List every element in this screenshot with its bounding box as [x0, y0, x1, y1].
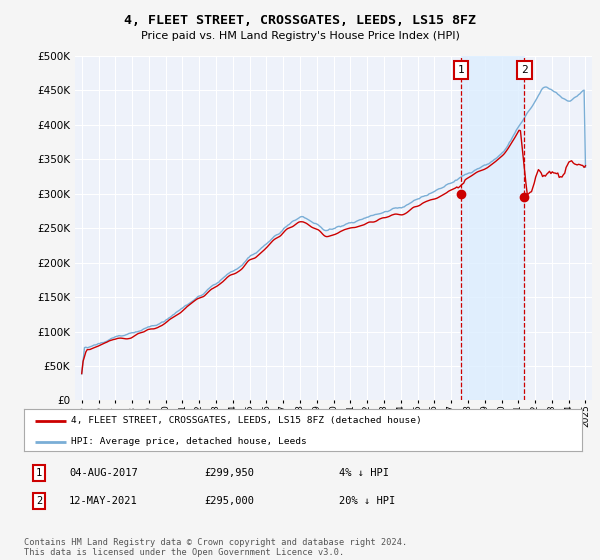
- Text: 04-AUG-2017: 04-AUG-2017: [69, 468, 138, 478]
- Text: Price paid vs. HM Land Registry's House Price Index (HPI): Price paid vs. HM Land Registry's House …: [140, 31, 460, 41]
- Text: 4, FLEET STREET, CROSSGATES, LEEDS, LS15 8FZ (detached house): 4, FLEET STREET, CROSSGATES, LEEDS, LS15…: [71, 416, 422, 425]
- Text: 2: 2: [521, 65, 528, 75]
- Bar: [461, 56, 524, 400]
- Text: £299,950: £299,950: [204, 468, 254, 478]
- Text: 20% ↓ HPI: 20% ↓ HPI: [339, 496, 395, 506]
- Text: HPI: Average price, detached house, Leeds: HPI: Average price, detached house, Leed…: [71, 437, 307, 446]
- Text: 12-MAY-2021: 12-MAY-2021: [69, 496, 138, 506]
- Text: 2: 2: [36, 496, 42, 506]
- Text: 4% ↓ HPI: 4% ↓ HPI: [339, 468, 389, 478]
- Text: £295,000: £295,000: [204, 496, 254, 506]
- Text: 1: 1: [458, 65, 464, 75]
- Text: Contains HM Land Registry data © Crown copyright and database right 2024.
This d: Contains HM Land Registry data © Crown c…: [24, 538, 407, 557]
- Text: 1: 1: [36, 468, 42, 478]
- Text: 4, FLEET STREET, CROSSGATES, LEEDS, LS15 8FZ: 4, FLEET STREET, CROSSGATES, LEEDS, LS15…: [124, 14, 476, 27]
